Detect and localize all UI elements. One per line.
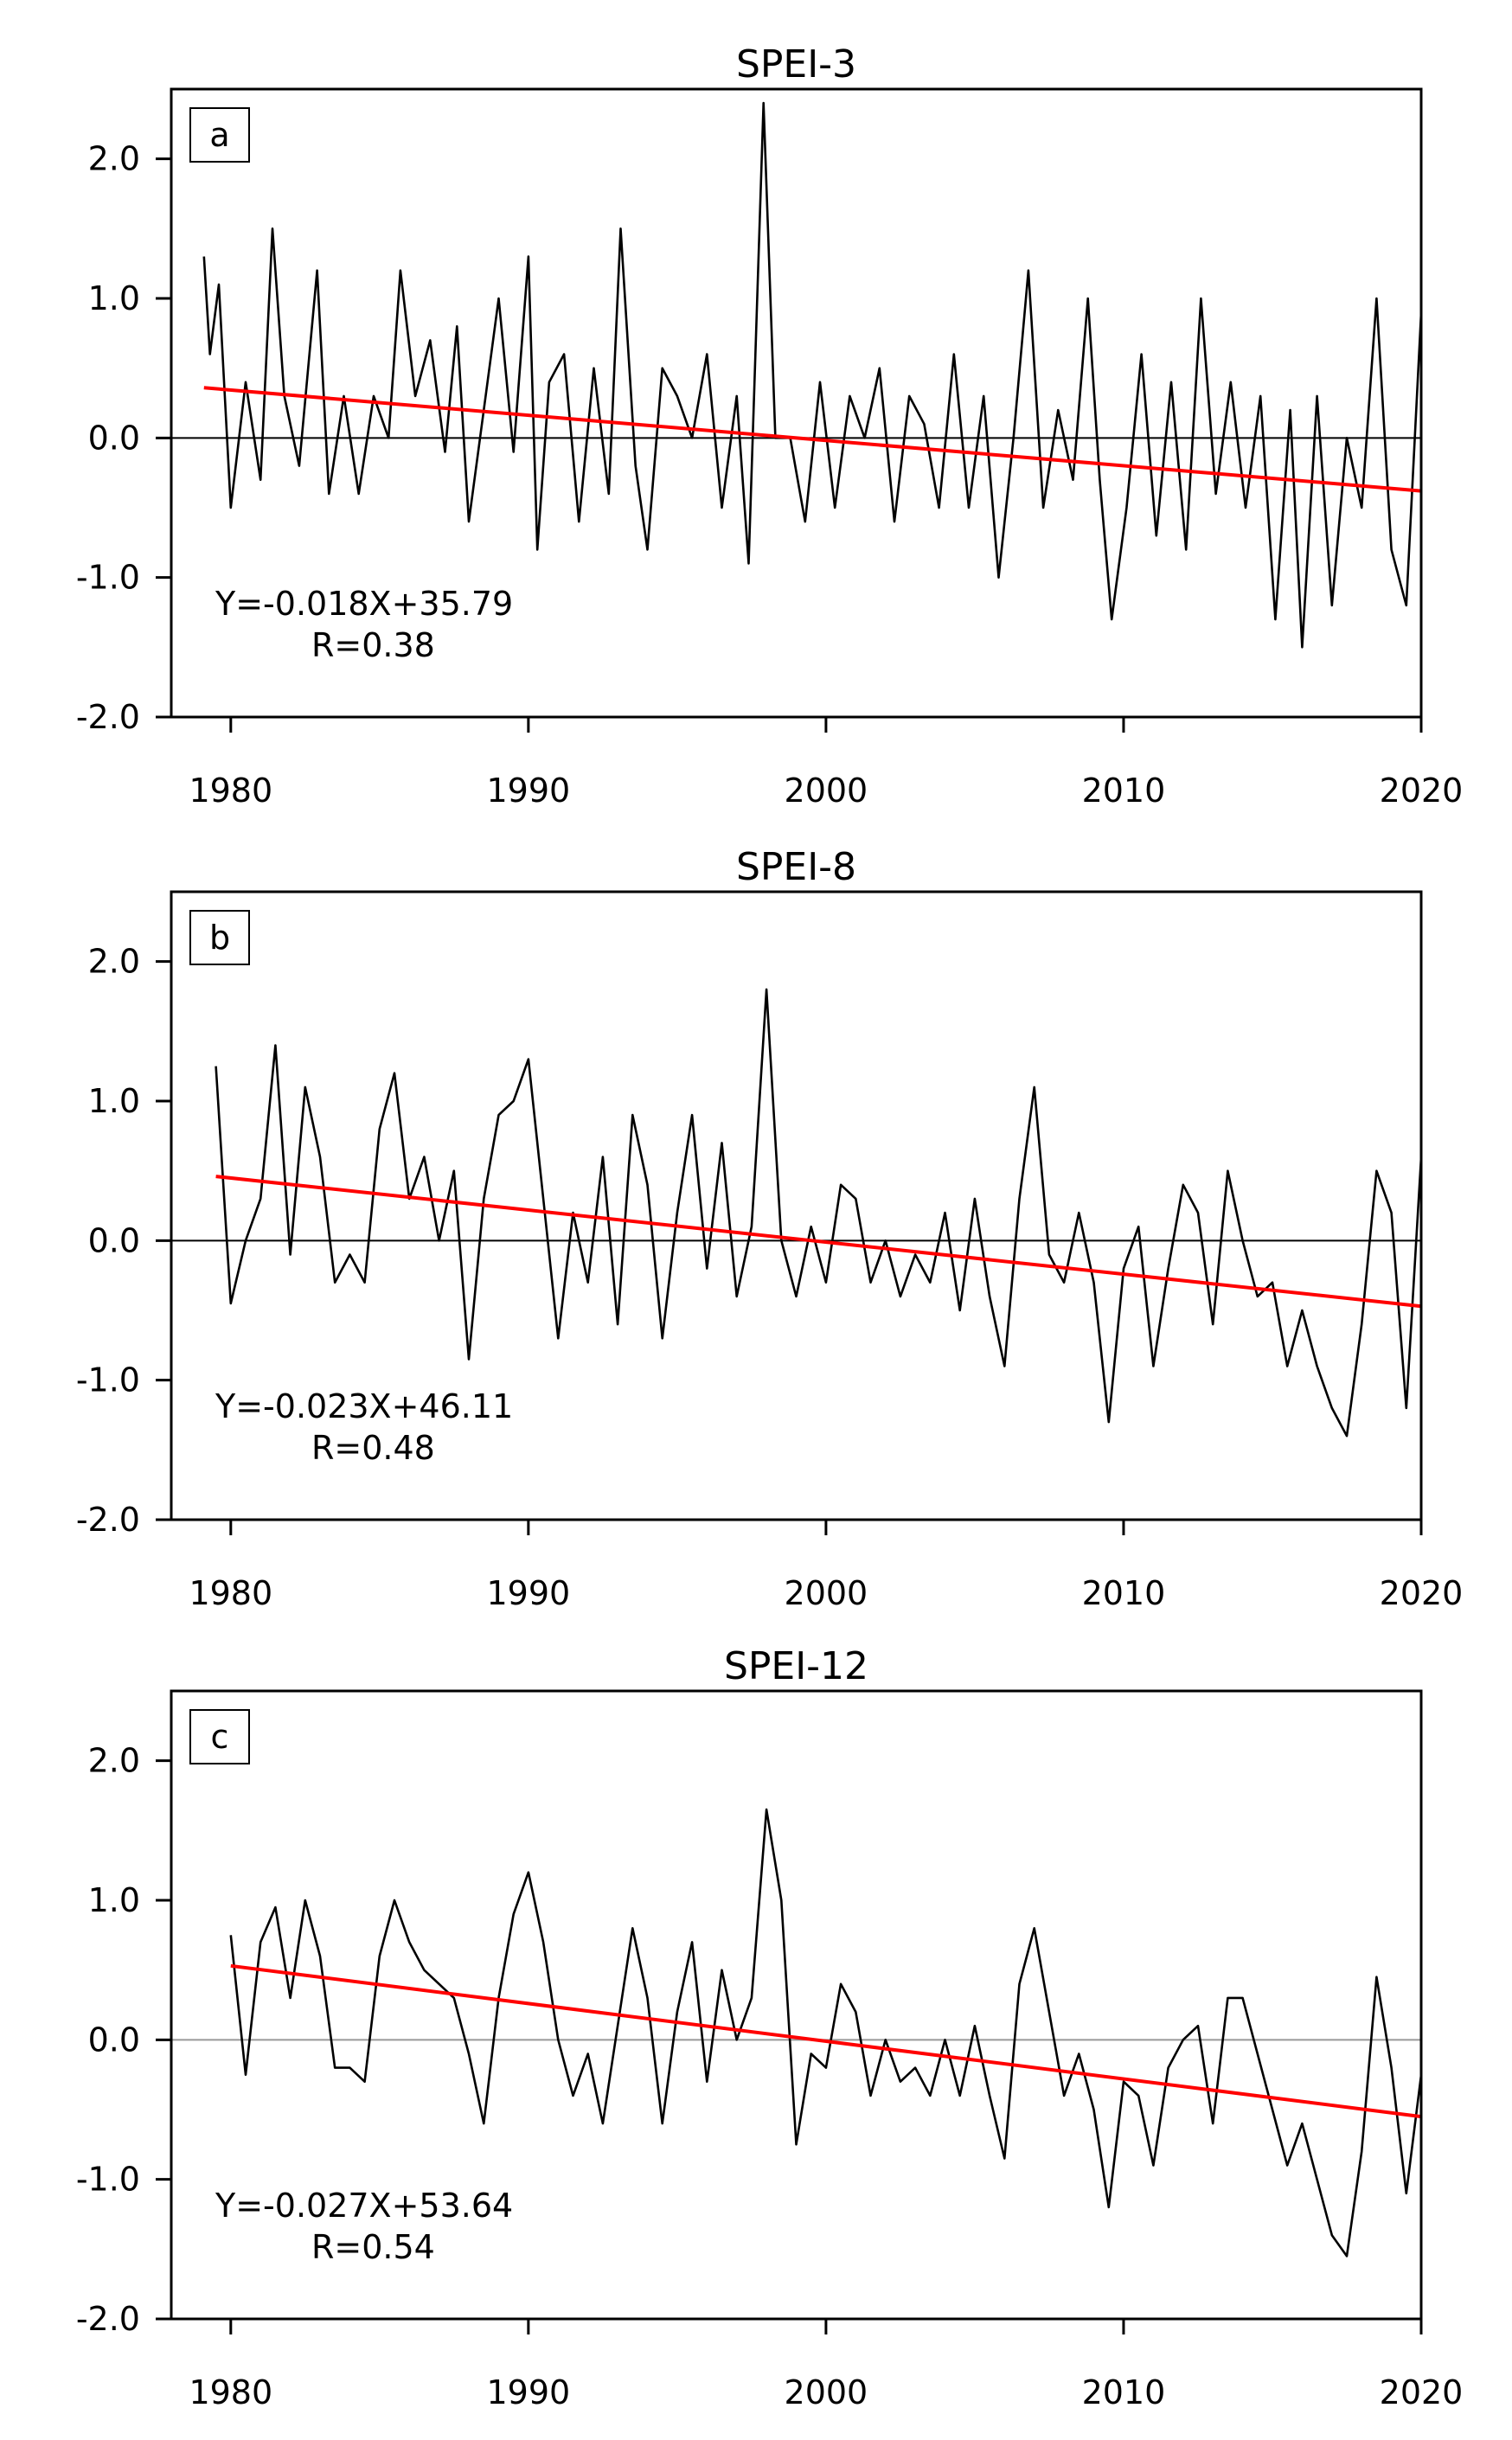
annotation: Y=-0.023X+46.11	[215, 1387, 513, 1425]
x-tick-label: 2020	[1380, 772, 1464, 810]
y-tick-label: -2.0	[76, 1501, 140, 1539]
y-tick-label: 0.0	[88, 1221, 140, 1259]
x-tick-label: 1990	[486, 2373, 570, 2411]
x-tick-label: 2000	[785, 1574, 868, 1612]
x-tick-label: 1980	[189, 1574, 272, 1612]
x-tick-label: 2020	[1380, 1574, 1464, 1612]
x-tick-label: 1980	[189, 2373, 272, 2411]
x-tick-label: 1980	[189, 772, 272, 810]
plot-frame	[170, 1689, 1423, 2321]
panel-label: a	[209, 116, 229, 154]
x-tick-label: 2010	[1082, 1574, 1166, 1612]
annotation: Y=-0.027X+53.64	[215, 2187, 513, 2225]
panel-label: c	[211, 1718, 229, 1756]
y-tick-label: 1.0	[88, 279, 140, 317]
panel-label: b	[209, 919, 230, 957]
y-tick-label: 0.0	[88, 2021, 140, 2059]
x-tick-label: 2010	[1082, 772, 1166, 810]
chart-title: SPEI-3	[736, 42, 856, 86]
panel-label-box	[189, 910, 250, 965]
x-tick-label: 2000	[785, 772, 868, 810]
x-tick-label: 2020	[1380, 2373, 1464, 2411]
y-tick-label: -1.0	[76, 1361, 140, 1399]
annotation: Y=-0.018X+35.79	[215, 585, 513, 623]
y-tick-label: 0.0	[88, 419, 140, 457]
y-tick-label: -1.0	[76, 559, 140, 597]
y-tick-label: -2.0	[76, 698, 140, 736]
plot-frame	[170, 87, 1423, 719]
y-tick-label: -1.0	[76, 2161, 140, 2199]
chart-title: SPEI-8	[736, 845, 856, 889]
panel-label-box	[189, 1709, 250, 1764]
plot-frame	[170, 890, 1423, 1521]
x-tick-label: 2010	[1082, 2373, 1166, 2411]
trend-line	[203, 386, 1422, 493]
annotation: R=0.54	[311, 2228, 435, 2266]
series-line	[202, 101, 1423, 649]
annotation: R=0.38	[311, 626, 435, 664]
y-tick-label: 1.0	[88, 1082, 140, 1120]
chart-title: SPEI-12	[724, 1644, 868, 1688]
x-tick-label: 1990	[486, 772, 570, 810]
trend-line	[215, 1175, 1422, 1309]
x-tick-label: 1990	[486, 1574, 570, 1612]
x-tick-label: 2000	[785, 2373, 868, 2411]
y-tick-label: 1.0	[88, 1881, 140, 1919]
panel-label-box	[189, 107, 250, 163]
y-tick-label: 2.0	[88, 1742, 140, 1780]
annotation: R=0.48	[311, 1429, 435, 1467]
y-tick-label: -2.0	[76, 2300, 140, 2338]
y-tick-label: 2.0	[88, 943, 140, 981]
series-line	[229, 1808, 1423, 2257]
trend-line	[230, 1963, 1422, 2119]
series-line	[215, 988, 1423, 1438]
y-tick-label: 2.0	[88, 140, 140, 178]
